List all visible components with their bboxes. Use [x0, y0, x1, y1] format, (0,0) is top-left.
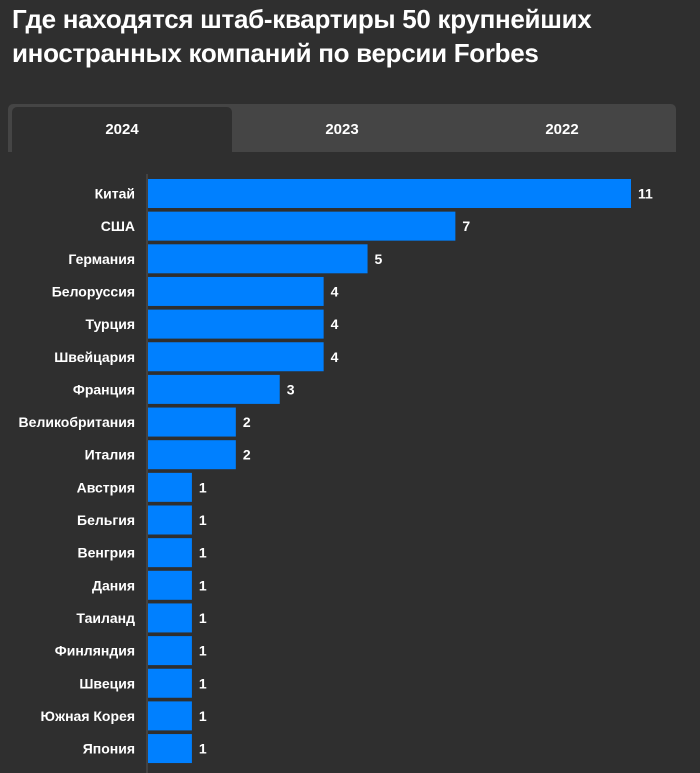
- bar: [148, 374, 280, 404]
- value-label: 1: [199, 545, 207, 561]
- value-label: 11: [638, 186, 653, 202]
- category-label: Австрия: [77, 479, 135, 495]
- bar: [148, 505, 192, 535]
- bar: [148, 211, 456, 241]
- category-label: Швейцария: [54, 349, 135, 365]
- value-label: 4: [331, 316, 339, 332]
- value-label: 1: [199, 675, 207, 691]
- value-label: 4: [331, 283, 339, 299]
- bar: [148, 309, 324, 339]
- category-label: Бельгия: [77, 512, 135, 528]
- bar: [148, 603, 192, 633]
- bar: [148, 407, 236, 437]
- bar: [148, 734, 192, 764]
- value-label: 5: [375, 251, 383, 267]
- value-label: 2: [243, 414, 251, 430]
- value-label: 1: [199, 610, 207, 626]
- category-label: Таиланд: [76, 610, 135, 626]
- page-title: Где находятся штаб-квартиры 50 крупнейши…: [12, 4, 592, 68]
- year-tabs: 2024 2023 2022: [8, 104, 676, 152]
- bar: [148, 244, 368, 274]
- value-label: 1: [199, 708, 207, 724]
- value-label: 7: [462, 218, 470, 234]
- value-label: 1: [199, 479, 207, 495]
- category-label: Финляндия: [55, 643, 135, 659]
- value-label: 2: [243, 447, 251, 463]
- bar: [148, 538, 192, 568]
- category-label: США: [101, 218, 135, 234]
- category-label: Белоруссия: [52, 283, 135, 299]
- value-label: 4: [331, 349, 339, 365]
- value-label: 1: [199, 512, 207, 528]
- value-label: 1: [199, 741, 207, 757]
- tab-2024[interactable]: 2024: [12, 107, 232, 152]
- bar: [148, 179, 631, 208]
- bar: [148, 276, 324, 306]
- bar: [148, 570, 192, 600]
- value-label: 1: [199, 577, 207, 593]
- tab-2023[interactable]: 2023: [325, 121, 359, 138]
- category-label: Китай: [95, 186, 135, 202]
- category-label: Венгрия: [77, 545, 135, 561]
- category-label: Южная Корея: [41, 708, 135, 724]
- bar: [148, 342, 324, 372]
- category-label: Япония: [83, 741, 135, 757]
- value-label: 3: [287, 381, 295, 397]
- bar: [148, 701, 192, 731]
- category-label: Италия: [85, 447, 135, 463]
- tab-2022[interactable]: 2022: [545, 121, 579, 138]
- category-label: Германия: [68, 251, 135, 267]
- value-label: 1: [199, 643, 207, 659]
- category-label: Великобритания: [19, 414, 135, 430]
- bar: [148, 440, 236, 470]
- bar: [148, 668, 192, 698]
- category-label: Дания: [92, 577, 135, 593]
- category-label: Франция: [73, 381, 135, 397]
- category-label: Швеция: [79, 675, 135, 691]
- category-label: Турция: [85, 316, 135, 332]
- bar: [148, 636, 192, 666]
- bar: [148, 472, 192, 502]
